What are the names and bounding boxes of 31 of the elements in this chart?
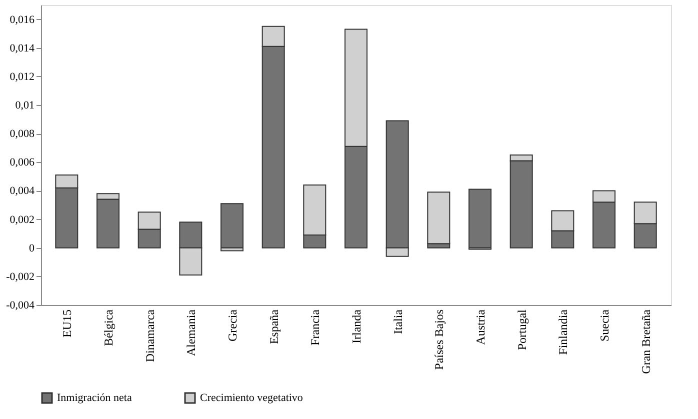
x-tick-label: Alemania bbox=[184, 308, 198, 356]
x-tick-label: Portugal bbox=[514, 308, 529, 350]
y-tick-label: -0,004 bbox=[6, 300, 35, 312]
y-tick-label: 0,004 bbox=[10, 185, 35, 198]
y-tick-label: 0,006 bbox=[10, 156, 35, 169]
y-tick-label: 0,002 bbox=[10, 214, 34, 226]
legend-label: Crecimiento vegetativo bbox=[200, 392, 304, 404]
x-tick-label: Gran Bretaña bbox=[638, 308, 653, 374]
y-tick-label: 0,012 bbox=[10, 70, 34, 83]
bar bbox=[468, 188, 492, 248]
x-tick-label: Finlandia bbox=[556, 308, 570, 355]
y-tick-label: 0,008 bbox=[10, 128, 35, 140]
x-tick-label: Irlanda bbox=[350, 308, 364, 344]
y-tick-label: -0,002 bbox=[6, 270, 34, 283]
x-tick-label: Dinamarca bbox=[142, 308, 157, 362]
bar bbox=[220, 203, 244, 248]
x-tick-label: Francia bbox=[308, 308, 322, 346]
bar bbox=[427, 192, 450, 244]
legend-label: Inmigración neta bbox=[57, 392, 132, 404]
y-tick-label: 0,01 bbox=[15, 100, 34, 112]
y-tick-label: 0 bbox=[29, 242, 35, 254]
x-tick-label: Países Bajos bbox=[432, 309, 446, 370]
x-tick-label: EU15 bbox=[60, 310, 74, 338]
x-tick-label: Grecia bbox=[226, 308, 240, 342]
y-tick-label: 0,014 bbox=[10, 42, 35, 54]
x-tick-label: Austria bbox=[474, 308, 488, 345]
x-tick-label: Bélgica bbox=[102, 308, 116, 346]
x-tick-label: España bbox=[266, 308, 281, 344]
y-tick-label: 0,016 bbox=[10, 14, 35, 26]
x-tick-label: Suecia bbox=[598, 308, 612, 342]
x-tick-label: Italia bbox=[390, 308, 405, 334]
